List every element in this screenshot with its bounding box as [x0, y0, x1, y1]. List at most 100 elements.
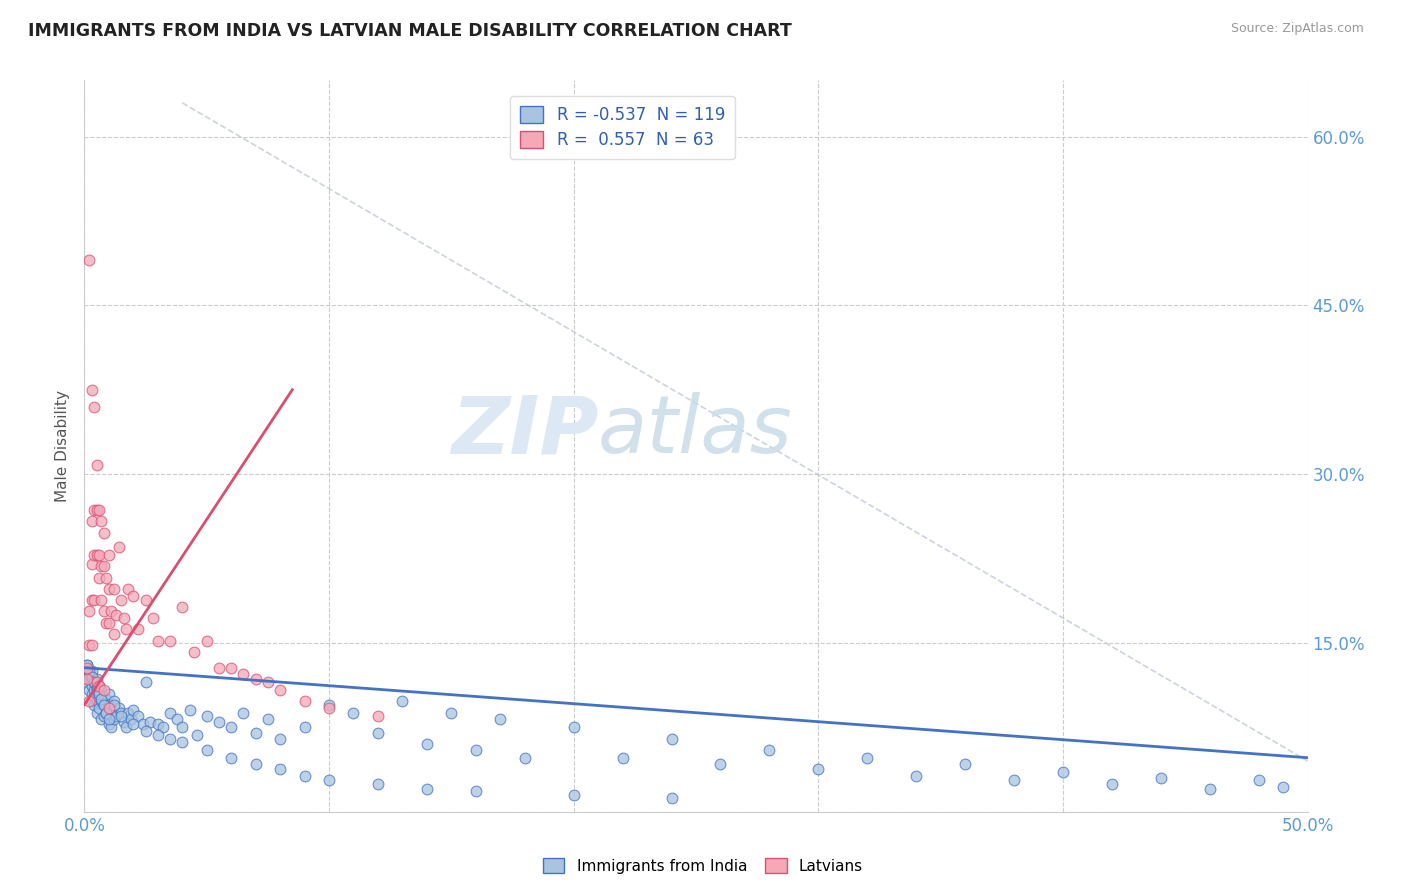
Point [86, 694, 108, 708]
Point [245, 726, 267, 740]
Point [90, 559, 112, 574]
Point [117, 706, 139, 720]
Point [112, 714, 135, 729]
Point [1247, 773, 1270, 788]
Point [562, 788, 585, 802]
Point [83, 698, 105, 712]
Point [83, 400, 105, 414]
Point [758, 743, 780, 757]
Point [127, 623, 149, 637]
Point [208, 714, 231, 729]
Point [146, 633, 169, 648]
Point [83, 503, 105, 517]
Point [76, 658, 98, 673]
Point [132, 717, 155, 731]
Point [100, 604, 122, 618]
Point [105, 607, 128, 622]
Point [86, 548, 108, 562]
Point [709, 757, 731, 772]
Point [318, 701, 340, 715]
Point [186, 728, 208, 742]
Text: ZIP: ZIP [451, 392, 598, 470]
Point [77, 638, 100, 652]
Point [103, 694, 125, 708]
Legend: R = -0.537  N = 119, R =  0.557  N = 63: R = -0.537 N = 119, R = 0.557 N = 63 [510, 96, 735, 159]
Point [83, 690, 105, 704]
Point [856, 750, 879, 764]
Point [464, 743, 486, 757]
Point [232, 667, 254, 681]
Point [83, 593, 105, 607]
Point [97, 615, 120, 630]
Point [100, 701, 122, 715]
Point [115, 720, 138, 734]
Point [83, 675, 105, 690]
Point [90, 713, 112, 727]
Point [93, 698, 115, 712]
Point [86, 503, 108, 517]
Point [87, 548, 110, 562]
Point [294, 720, 316, 734]
Point [513, 750, 536, 764]
Point [122, 717, 145, 731]
Point [115, 623, 138, 637]
Point [77, 672, 100, 686]
Point [83, 548, 105, 562]
Point [97, 717, 120, 731]
Point [172, 735, 194, 749]
Point [86, 672, 108, 686]
Point [120, 713, 142, 727]
Point [269, 683, 291, 698]
Point [257, 675, 280, 690]
Point [112, 611, 135, 625]
Point [257, 713, 280, 727]
Point [367, 709, 389, 723]
Point [80, 679, 103, 693]
Point [86, 706, 108, 720]
Point [80, 593, 103, 607]
Point [172, 599, 194, 614]
Point [464, 784, 486, 798]
Point [76, 672, 98, 686]
Point [76, 664, 98, 678]
Point [294, 769, 316, 783]
Point [110, 706, 132, 720]
Point [100, 720, 122, 734]
Point [86, 679, 108, 693]
Point [562, 720, 585, 734]
Point [318, 698, 340, 712]
Point [122, 703, 145, 717]
Point [87, 687, 110, 701]
Point [80, 638, 103, 652]
Point [208, 661, 231, 675]
Point [90, 515, 112, 529]
Point [77, 664, 100, 678]
Point [195, 709, 218, 723]
Point [245, 672, 267, 686]
Point [183, 645, 205, 659]
Point [342, 706, 364, 720]
Point [97, 713, 120, 727]
Point [1272, 780, 1295, 794]
Point [1002, 773, 1025, 788]
Point [80, 664, 103, 678]
Point [219, 661, 242, 675]
Point [232, 706, 254, 720]
Point [318, 773, 340, 788]
Point [105, 709, 128, 723]
Point [195, 743, 218, 757]
Point [96, 692, 118, 706]
Point [83, 683, 105, 698]
Point [1101, 776, 1123, 790]
Point [440, 706, 463, 720]
Point [96, 706, 118, 720]
Point [76, 675, 98, 690]
Point [93, 604, 115, 618]
Point [122, 589, 145, 603]
Point [87, 571, 110, 585]
Point [87, 503, 110, 517]
Point [103, 698, 125, 712]
Point [86, 683, 108, 698]
Point [117, 582, 139, 596]
Point [87, 679, 110, 693]
